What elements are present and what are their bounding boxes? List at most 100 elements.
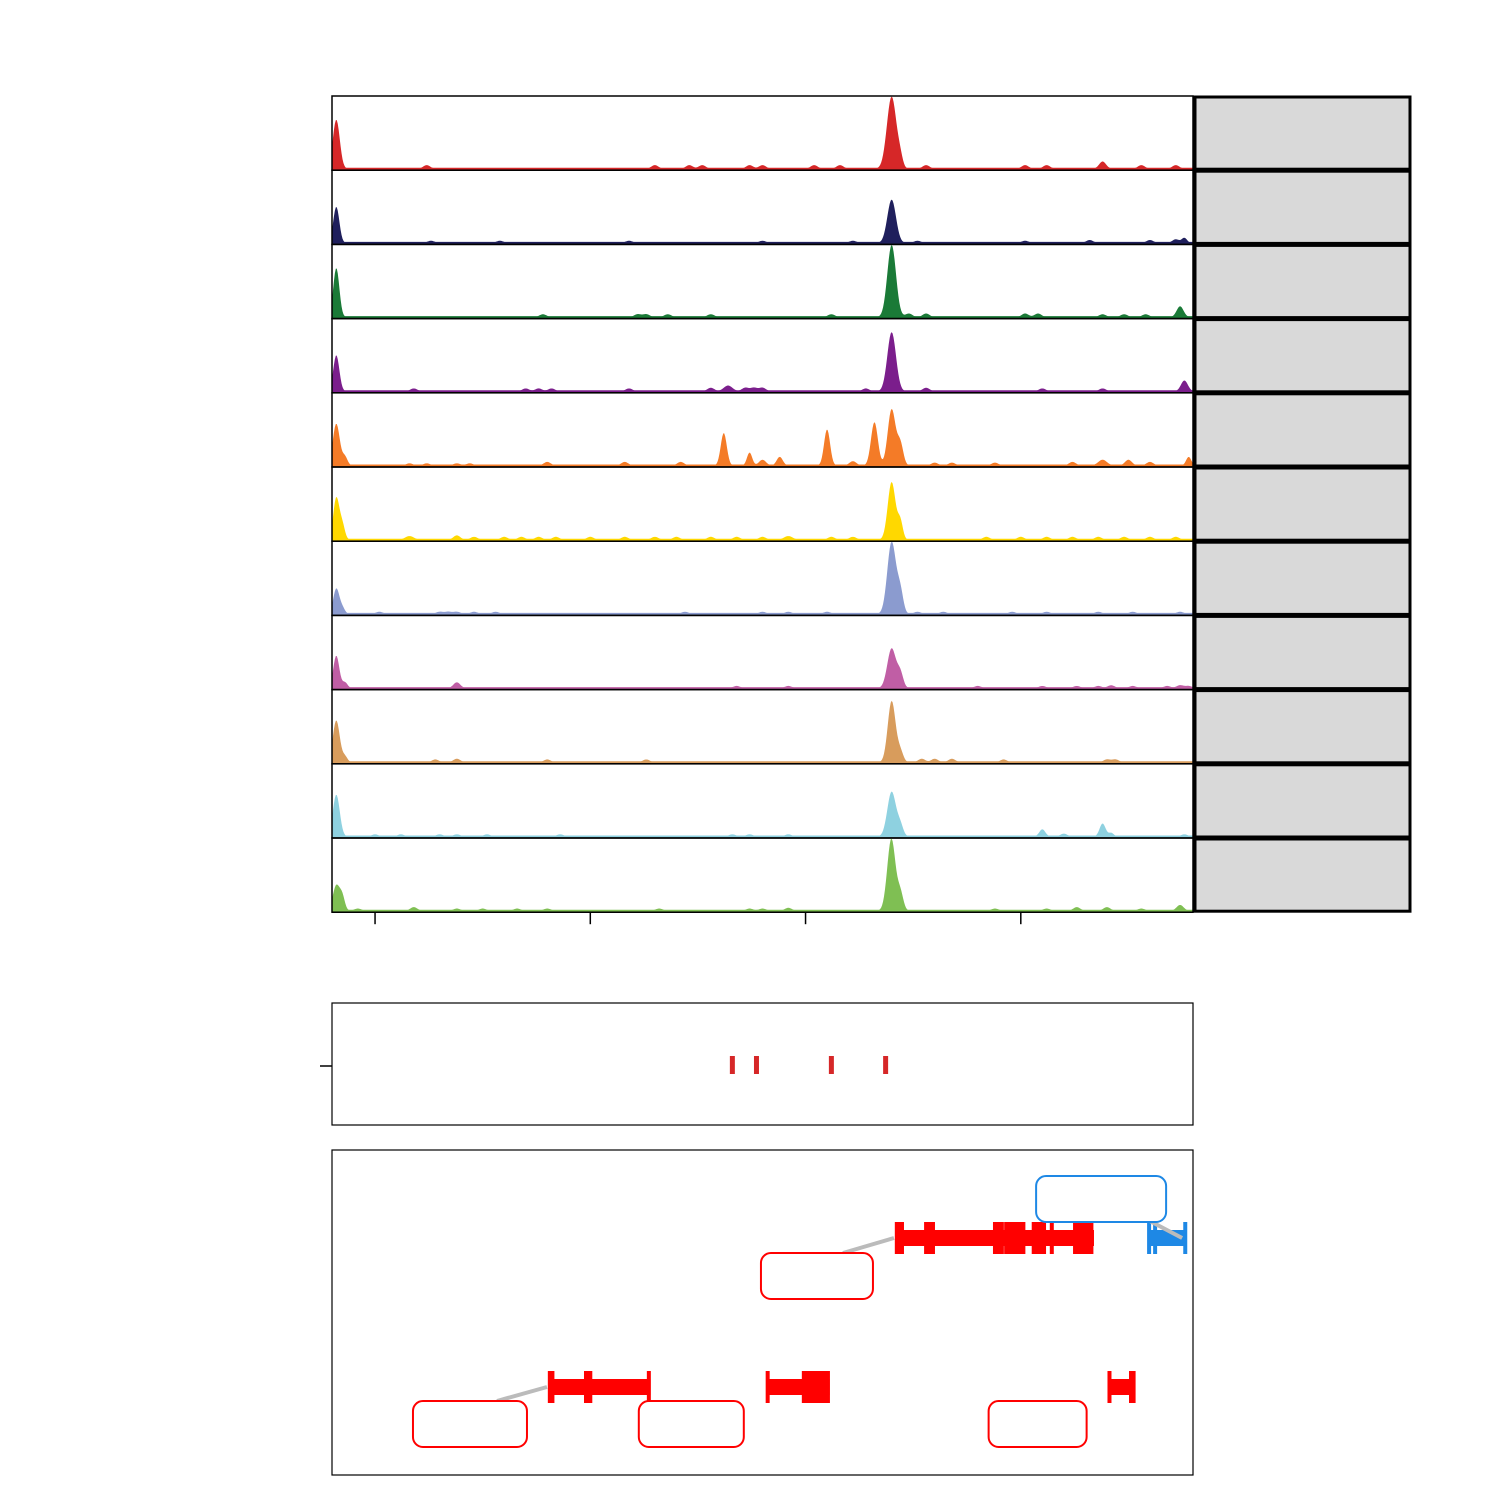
exon-mark — [1007, 1222, 1012, 1254]
track-label-box — [1193, 689, 1412, 765]
gene-model — [1035, 1175, 1188, 1254]
exon-mark — [1107, 1371, 1112, 1403]
gene-model — [759, 1222, 1094, 1300]
gene-label-box — [1035, 1175, 1168, 1223]
exon-mark — [583, 1371, 588, 1403]
coverage-track — [331, 317, 1412, 394]
gene-annotation-panel — [331, 1149, 1194, 1476]
coverage-area — [332, 332, 1193, 392]
site-marker — [729, 1056, 735, 1074]
exon-mark — [897, 1222, 902, 1254]
exon-mark — [1083, 1222, 1088, 1254]
exon-mark — [550, 1371, 555, 1403]
gene-model — [987, 1371, 1136, 1448]
coverage-area — [332, 838, 1193, 911]
exon-mark — [588, 1371, 593, 1403]
exon-mark — [646, 1371, 651, 1403]
site-panel-frame — [331, 1002, 1194, 1126]
coverage-area — [332, 648, 1193, 689]
exon-mark — [1086, 1222, 1091, 1254]
exon-mark — [899, 1222, 904, 1254]
gene-model — [411, 1371, 651, 1448]
coverage-track — [331, 392, 1412, 468]
exon-mark — [1014, 1222, 1019, 1254]
coverage-track — [331, 169, 1412, 246]
coverage-x-axis — [332, 911, 1193, 925]
exon-mark — [805, 1371, 810, 1403]
coverage-area — [332, 244, 1193, 318]
track-label-box — [1193, 614, 1412, 691]
track-label-box — [1193, 243, 1412, 320]
site-marker — [883, 1056, 889, 1074]
coverage-area — [332, 791, 1193, 837]
exon-mark — [1049, 1222, 1054, 1254]
exon-mark — [822, 1371, 827, 1403]
gene-label-box — [411, 1400, 528, 1448]
label-connector — [842, 1236, 895, 1255]
coverage-track — [331, 243, 1412, 320]
exon-mark — [819, 1371, 824, 1403]
track-label-box — [1193, 466, 1412, 542]
gene-label-box — [987, 1400, 1088, 1448]
exon-mark — [927, 1222, 932, 1254]
exon-mark — [1017, 1222, 1022, 1254]
gene-body — [1108, 1379, 1135, 1395]
coverage-track — [331, 763, 1412, 839]
coverage-track-frame — [331, 243, 1194, 320]
label-connector — [496, 1385, 548, 1403]
exon-mark — [1153, 1222, 1158, 1254]
coverage-track — [331, 540, 1412, 617]
exon-mark — [801, 1371, 806, 1403]
exon-mark — [1183, 1222, 1188, 1254]
exon-mark — [1147, 1222, 1152, 1254]
site-marker — [753, 1056, 759, 1074]
coverage-track — [331, 614, 1412, 691]
track-label-box — [1193, 95, 1412, 171]
coverage-track-frame — [331, 466, 1194, 542]
track-label-box — [1193, 318, 1412, 394]
exon-mark — [1076, 1222, 1081, 1254]
exon-mark — [1004, 1222, 1009, 1254]
track-label-box — [1193, 540, 1412, 616]
exon-mark — [808, 1371, 813, 1403]
coverage-area — [332, 199, 1193, 243]
coverage-track-frame — [331, 837, 1194, 913]
exon-mark — [930, 1222, 935, 1254]
coverage-track — [331, 837, 1412, 913]
exon-mark — [547, 1371, 552, 1403]
coverage-track-frame — [331, 688, 1194, 765]
gene-body — [548, 1379, 651, 1395]
exon-mark — [1021, 1222, 1026, 1254]
coverage-area — [332, 96, 1193, 169]
coverage-track-frame — [331, 169, 1194, 246]
site-marker — [828, 1056, 834, 1074]
coverage-track-frame — [331, 614, 1194, 691]
coverage-tracks-panel — [331, 95, 1412, 913]
coverage-track-frame — [331, 540, 1194, 617]
coverage-track — [331, 688, 1412, 765]
exon-mark — [996, 1222, 1001, 1254]
track-label-box — [1193, 169, 1412, 245]
exon-mark — [1073, 1222, 1078, 1254]
track-label-box — [1193, 837, 1412, 913]
coverage-track-frame — [331, 95, 1194, 171]
track-label-box — [1193, 763, 1412, 839]
track-label-box — [1193, 392, 1412, 468]
exon-mark — [1129, 1371, 1134, 1403]
exon-mark — [992, 1222, 997, 1254]
coverage-track — [331, 466, 1412, 542]
gene-model — [637, 1371, 830, 1448]
exon-mark — [765, 1371, 770, 1403]
coverage-area — [332, 408, 1193, 466]
coverage-track-frame — [331, 763, 1194, 839]
coverage-track — [331, 95, 1412, 171]
coverage-track-frame — [331, 317, 1194, 394]
exon-mark — [999, 1222, 1004, 1254]
exon-mark — [894, 1222, 899, 1254]
coverage-area — [332, 700, 1193, 763]
coverage-area — [332, 541, 1193, 614]
gene-label-box — [637, 1400, 745, 1448]
exon-mark — [812, 1371, 817, 1403]
gene-label-box — [759, 1252, 874, 1300]
exon-mark — [1011, 1222, 1016, 1254]
